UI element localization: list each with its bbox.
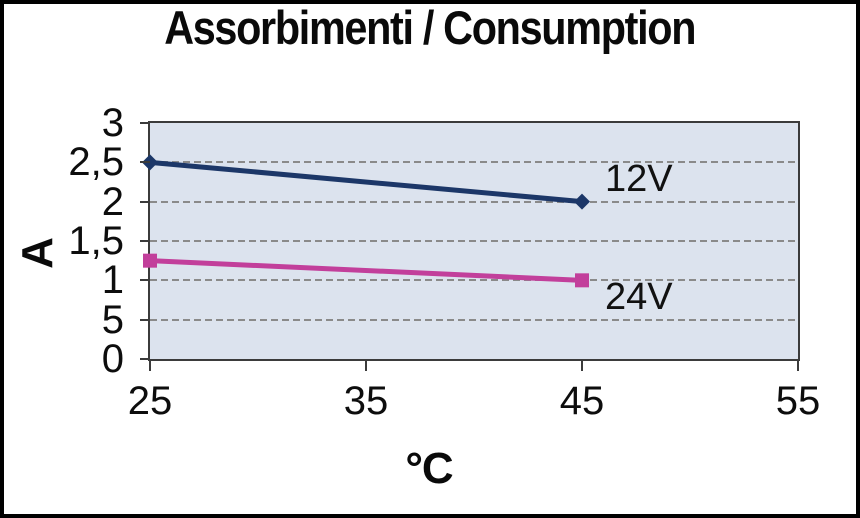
y-tick-label: 1: [101, 258, 124, 303]
x-tick-mark: [365, 361, 367, 371]
series-plot-svg: [142, 154, 590, 288]
gridline-y-1_5: [150, 240, 798, 242]
diamond-marker-12v: [574, 193, 590, 210]
y-tick-mark: [140, 240, 150, 242]
diamond-marker-12v: [142, 154, 158, 171]
x-tick-mark: [581, 361, 583, 371]
y-tick-label: 0: [101, 337, 124, 381]
y-tick-label: 1,5: [68, 219, 124, 263]
x-axis-title: °C: [405, 444, 453, 493]
y-tick-label: 3: [101, 101, 124, 145]
series-label-12v: 12V: [605, 157, 673, 200]
y-tick-label: 2,5: [68, 140, 124, 185]
x-tick-label: 35: [343, 379, 389, 423]
gridline-y-0_5: [150, 318, 798, 321]
y-tick-label: 2: [101, 179, 124, 224]
x-tick-label: 25: [127, 379, 173, 423]
chart-title: Assorbimenti / Consumption: [164, 1, 697, 54]
x-tick-label: 45: [559, 379, 605, 423]
gridline-y-2: [150, 200, 798, 203]
y-tick-mark: [140, 358, 150, 360]
gridline-y-1: [150, 279, 798, 282]
y-tick-mark: [140, 279, 150, 282]
x-tick-mark: [797, 361, 799, 371]
plot-area: [142, 121, 800, 361]
y-tick-mark: [140, 318, 150, 321]
gridline-y-2_5: [150, 161, 798, 164]
x-tick-mark: [149, 361, 151, 371]
square-marker-24v: [143, 253, 157, 268]
square-marker-24v: [575, 273, 589, 288]
series-line-12v: [149, 159, 583, 205]
y-tick-mark: [140, 161, 150, 164]
chart-title-row: Assorbimenti / Consumption: [0, 0, 860, 55]
series-label-24v: 24V: [605, 276, 673, 319]
y-tick-mark: [140, 200, 150, 203]
x-tick-label: 55: [775, 379, 821, 423]
y-tick-mark: [140, 122, 150, 124]
series-line-24v: [149, 258, 583, 283]
y-tick-label: 5: [101, 297, 124, 342]
